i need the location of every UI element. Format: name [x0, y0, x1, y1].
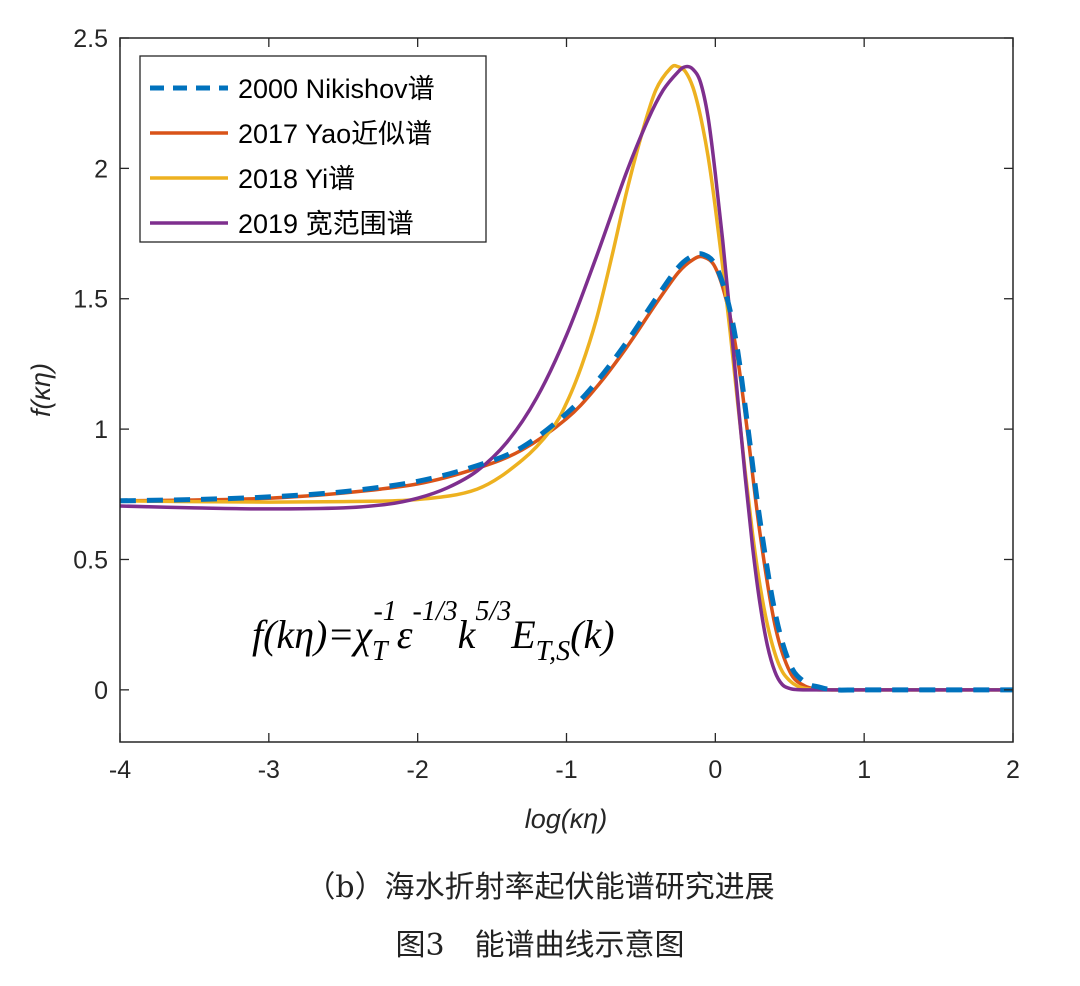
- legend-label: 2017 Yao近似谱: [238, 119, 432, 149]
- y-tick-label: 0.5: [73, 546, 108, 574]
- formula-sup-minus1: -1: [373, 596, 396, 627]
- formula-epsilon: ε: [397, 612, 413, 657]
- ticks-group: [119, 37, 1014, 742]
- legend-label: 2018 Yi谱: [238, 164, 355, 194]
- y-tick-label: 2: [94, 155, 108, 183]
- x-tick-label: -2: [407, 756, 429, 784]
- series-nikishov-2000: [119, 251, 1013, 693]
- x-tick-label: 2: [1006, 756, 1020, 784]
- formula-sub-ts: T,S: [536, 636, 571, 667]
- legend-label: 2019 宽范围谱: [238, 209, 414, 239]
- figure-caption: 图3 能谱曲线示意图: [395, 928, 685, 963]
- y-axis-label: f(κη): [26, 363, 56, 417]
- x-tick-label: -4: [109, 756, 131, 784]
- y-tick-label: 0: [94, 677, 108, 705]
- formula-e: E: [510, 612, 535, 657]
- subfigure-caption: （b）海水折射率起伏能谱研究进展: [305, 870, 775, 905]
- formula-k: k: [458, 612, 477, 657]
- series-group: [119, 63, 1013, 693]
- legend: 2000 Nikishov谱 2017 Yao近似谱 2018 Yi谱 2019 宽范…: [139, 55, 487, 243]
- formula-of-k: (k): [570, 612, 614, 657]
- x-tick-label: -1: [555, 756, 577, 784]
- x-tick-label: 0: [708, 756, 722, 784]
- spectrum-chart: -4 -3 -2 -1 0 1 2 0 0.5 1 1.5 2 2.5 log(κη) f(κη) 20…: [26, 25, 1020, 834]
- tick-labels-group: -4 -3 -2 -1 0 1 2 0 0.5 1 1.5 2 2.5: [73, 25, 1020, 784]
- x-tick-label: -3: [258, 756, 280, 784]
- legend-entries: 2000 Nikishov谱 2017 Yao近似谱 2018 Yi谱 2019 宽范…: [150, 74, 435, 239]
- x-tick-label: 1: [857, 756, 871, 784]
- series-wide-range-2019: [119, 64, 1013, 692]
- formula-part-lhs: f(kη)=χ: [252, 612, 373, 657]
- y-tick-label: 1.5: [73, 286, 108, 314]
- series-yi-2018: [119, 63, 1013, 692]
- legend-label: 2000 Nikishov谱: [238, 74, 435, 104]
- formula-sup-minus-third: -1/3: [413, 596, 458, 627]
- y-tick-label: 1: [94, 416, 108, 444]
- y-tick-label: 2.5: [73, 25, 108, 53]
- formula-sup-five-thirds: 5/3: [475, 596, 511, 627]
- x-axis-label: log(κη): [525, 804, 608, 834]
